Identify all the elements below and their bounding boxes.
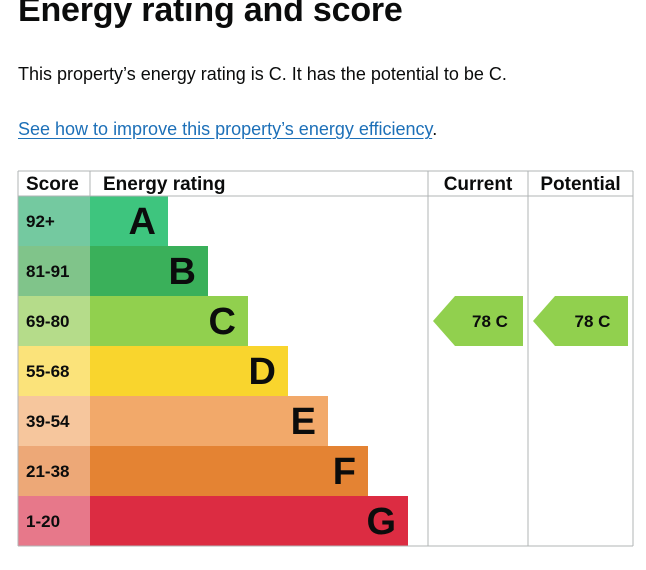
potential-rating-label: 78 C: [575, 312, 611, 331]
score-cell-f: [18, 446, 90, 496]
header-current: Current: [444, 174, 513, 195]
rating-bar-b: [90, 246, 208, 296]
rating-bar-f: [90, 446, 368, 496]
rating-letter-g: G: [366, 501, 396, 543]
rating-letter-f: F: [333, 451, 356, 493]
score-label-e: 39-54: [26, 412, 70, 431]
score-cell-g: [18, 496, 90, 546]
score-label-d: 55-68: [26, 362, 69, 381]
score-cell-a: [18, 196, 90, 246]
score-label-g: 1-20: [26, 512, 60, 531]
rating-summary: This property’s energy rating is C. It h…: [18, 64, 507, 84]
score-label-a: 92+: [26, 212, 55, 231]
link-trailing-period: .: [432, 119, 438, 139]
rating-letter-e: E: [291, 401, 316, 443]
improve-link-line: See how to improve this property’s energ…: [18, 117, 437, 141]
current-rating-label: 78 C: [472, 312, 508, 331]
rating-bar-d: [90, 346, 288, 396]
header-energy-rating: Energy rating: [103, 174, 225, 195]
page-title: Energy rating and score: [18, 0, 403, 29]
current-rating-arrow: [433, 296, 523, 346]
rating-letter-d: D: [249, 351, 276, 393]
score-cell-b: [18, 246, 90, 296]
potential-rating-arrow: [533, 296, 628, 346]
score-label-c: 69-80: [26, 312, 69, 331]
score-label-f: 21-38: [26, 462, 69, 481]
rating-letter-b: B: [169, 251, 196, 293]
header-score: Score: [26, 174, 79, 195]
rating-bar-a: [90, 196, 168, 246]
rating-bar-g: [90, 496, 408, 546]
score-label-b: 81-91: [26, 262, 69, 281]
score-cell-e: [18, 396, 90, 446]
rating-bar-c: [90, 296, 248, 346]
rating-letter-c: C: [209, 301, 236, 343]
improve-efficiency-link[interactable]: See how to improve this property’s energ…: [18, 119, 433, 139]
rating-letter-a: A: [129, 201, 156, 243]
rating-bar-e: [90, 396, 328, 446]
score-cell-d: [18, 346, 90, 396]
header-potential: Potential: [540, 174, 620, 195]
score-cell-c: [18, 296, 90, 346]
